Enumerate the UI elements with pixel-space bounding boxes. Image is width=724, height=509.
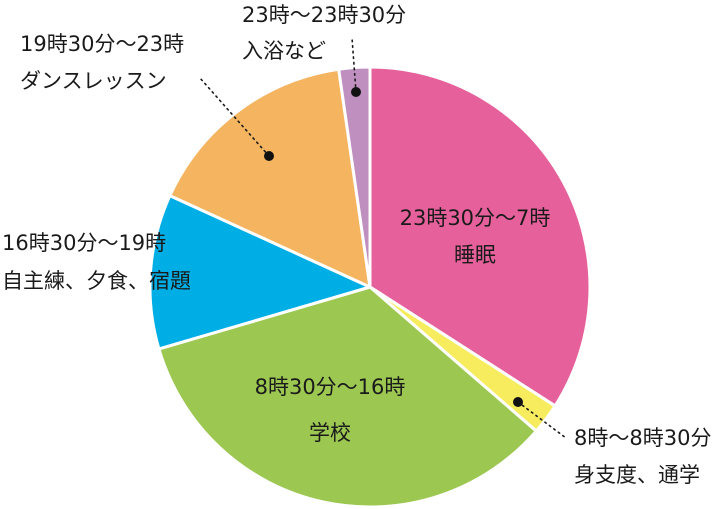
- dance-leader-line: [199, 77, 270, 157]
- label-sleep-activity: 睡眠: [454, 243, 496, 267]
- pie-slice-school: [157, 285, 538, 509]
- label-bath-time: 23時〜23時30分: [242, 3, 406, 27]
- bath-leader-line: [351, 37, 357, 93]
- pie-slice-practice: [148, 194, 372, 351]
- label-practice-time: 16時30分〜19時: [2, 231, 166, 255]
- leader-lines: [199, 37, 567, 439]
- label-practice-activity: 自主練、夕食、宿題: [2, 269, 191, 293]
- bath-leader-dot: [351, 87, 361, 97]
- pie-slices: [148, 65, 592, 509]
- label-commute-time: 8時〜8時30分: [574, 426, 711, 450]
- label-commute-activity: 身支度、通学: [574, 463, 700, 487]
- label-school-activity: 学校: [309, 421, 351, 445]
- commute-leader-dot: [513, 397, 523, 407]
- label-bath-activity: 入浴など: [242, 39, 326, 63]
- label-sleep-time: 23時30分〜7時: [400, 206, 551, 230]
- pie-slice-dance: [168, 67, 372, 289]
- label-dance-activity: ダンスレッスン: [20, 69, 167, 93]
- label-dance-time: 19時30分〜23時: [20, 32, 184, 56]
- label-school-time: 8時30分〜16時: [255, 375, 406, 399]
- commute-leader-line: [517, 401, 567, 439]
- dance-leader-dot: [264, 151, 274, 161]
